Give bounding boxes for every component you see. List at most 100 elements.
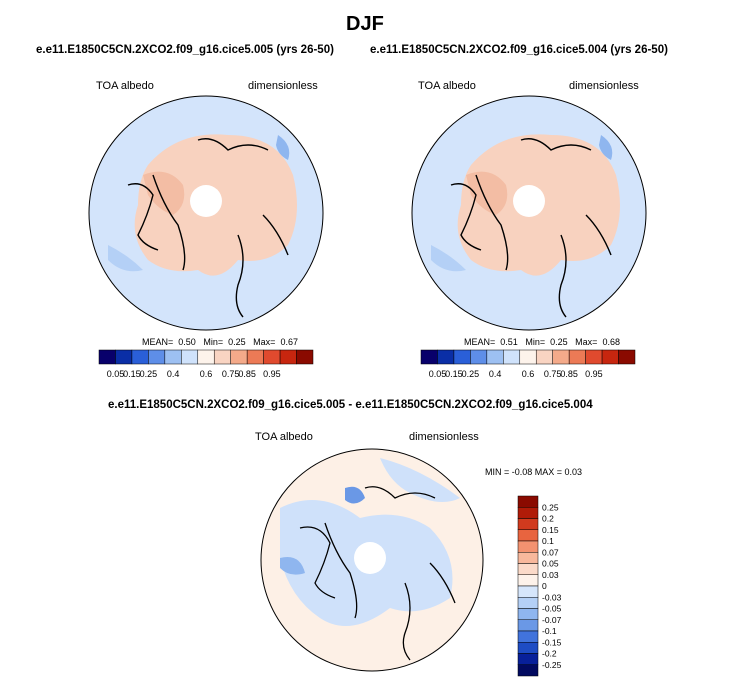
coastline [450,138,612,318]
colorbar-tick-label: 0.6 [522,369,535,379]
colorbar-swatch [517,664,539,677]
colorbar-swatch [246,349,264,365]
strong-negative-patch [345,486,365,504]
colorbar-swatch [470,349,488,365]
colorbar-tick-label: 0.2 [542,514,554,524]
panel-2-units-label: dimensionless [569,80,639,92]
colorbar-tick-label: -0.07 [542,615,562,625]
colorbar-tick-label: 0.05 [542,559,559,569]
pole-hole [190,185,222,217]
colorbar-swatch [601,349,619,365]
negative-diff-region-2 [380,458,460,502]
colorbar-tick-label: 0.03 [542,570,559,580]
strong-negative-patch-2 [280,557,305,575]
colorbar-swatch [486,349,504,365]
panel-2-stats: MEAN= 0.51 Min= 0.25 Max= 0.68 [464,337,620,347]
panel-2-field-label: TOA albedo [418,80,476,92]
max-label: Max= [253,337,276,347]
difference-colorbar: 0.250.20.150.10.070.050.030-0.03-0.05-0.… [517,495,562,677]
colorbar-tick-label: 0.15 [542,525,559,535]
colorbar-swatch [131,349,149,365]
colorbar-swatch [517,495,539,508]
max-value: 0.68 [602,337,620,347]
colorbar-swatch [213,349,231,365]
min-value: 0.25 [550,337,568,347]
colorbar-tick-label: 0.05 [107,369,125,379]
panel-1-field-label: TOA albedo [96,80,154,92]
colorbar-swatch [618,349,636,365]
mean-label: MEAN= [142,337,174,347]
colorbar-tick-label: 0 [542,581,547,591]
colorbar-swatch [568,349,586,365]
colorbar-swatch [453,349,471,365]
colorbar-swatch [263,349,281,365]
colorbar-tick-label: 0.15 [123,369,141,379]
colorbar-swatch [420,349,438,365]
difference-title: e.e11.E1850C5CN.2XCO2.f09_g16.cice5.005 … [108,399,593,411]
min-label: Min= [525,337,546,347]
colorbar-swatch [585,349,603,365]
pole-hole [513,185,545,217]
colorbar-tick-label: -0.2 [542,649,557,659]
difference-units-label: dimensionless [409,431,479,443]
colorbar-swatch [517,642,539,654]
colorbar-swatch [148,349,166,365]
colorbar-swatch [517,630,539,643]
colorbar-swatch [517,608,539,620]
colorbar-swatch [535,349,553,365]
colorbar-swatch [296,349,314,365]
low-albedo-patch [276,135,290,160]
pole-hole [354,542,386,574]
colorbar-swatch [517,653,539,665]
colorbar-tick-label: 0.85 [238,369,256,379]
colorbar-tick-label: -0.25 [542,660,562,670]
colorbar-tick-label: 0.05 [429,369,447,379]
colorbar-swatch [517,529,539,542]
colorbar-tick-label: 0.25 [462,369,480,379]
colorbar-tick-label: 0.95 [585,369,603,379]
colorbar-swatch [517,518,539,530]
colorbar-tick-label: 0.4 [489,369,502,379]
colorbar-tick-label: 0.4 [167,369,180,379]
colorbar-tick-label: -0.1 [542,626,557,636]
colorbar-swatch [181,349,199,365]
difference-polar-map [260,448,484,672]
difference-stats: MIN = -0.08 MAX = 0.03 [485,467,583,477]
panel-2-colorbar: 0.050.150.25 0.4 0.6 0.750.85 0.95 [420,349,636,379]
colorbar-swatch [98,349,116,365]
colorbar-tick-label: 0.75 [222,369,240,379]
max-value: 0.67 [280,337,298,347]
colorbar-swatch [230,349,248,365]
colorbar-swatch [517,585,539,598]
panel-1-case-title: e.e11.E1850C5CN.2XCO2.f09_g16.cice5.005 … [36,44,334,56]
colorbar-swatch [552,349,570,365]
colorbar-swatch [519,349,537,365]
panel-1-colorbar: 0.050.150.25 0.4 0.6 0.750.85 0.95 [98,349,314,379]
panel-1-units-label: dimensionless [248,80,318,92]
page-title: DJF [346,13,384,35]
colorbar-tick-label: 0.95 [263,369,281,379]
greenland-region [143,171,185,215]
panel-2-case-title: e.e11.E1850C5CN.2XCO2.f09_g16.cice5.004 … [370,44,668,56]
coastline [299,486,456,661]
colorbar-swatch [517,574,539,587]
low-albedo-patch-2 [108,245,143,272]
colorbar-swatch [517,552,539,564]
panel-1-stats: MEAN= 0.50 Min= 0.25 Max= 0.67 [142,337,298,347]
min-value: 0.25 [228,337,246,347]
colorbar-tick-label: 0.1 [542,536,554,546]
colorbar-tick-label: 0.25 [140,369,158,379]
colorbar-swatch [517,619,539,632]
colorbar-swatch [437,349,455,365]
colorbar-swatch [279,349,297,365]
colorbar-swatch [517,507,539,519]
coastline [127,138,289,318]
colorbar-swatch [517,563,539,575]
panel-2-polar-map [411,95,647,331]
mean-label: MEAN= [464,337,496,347]
colorbar-swatch [503,349,521,365]
greenland-region [466,171,508,215]
colorbar-swatch [197,349,215,365]
colorbar-tick-label: 0.85 [560,369,578,379]
colorbar-swatch [164,349,182,365]
